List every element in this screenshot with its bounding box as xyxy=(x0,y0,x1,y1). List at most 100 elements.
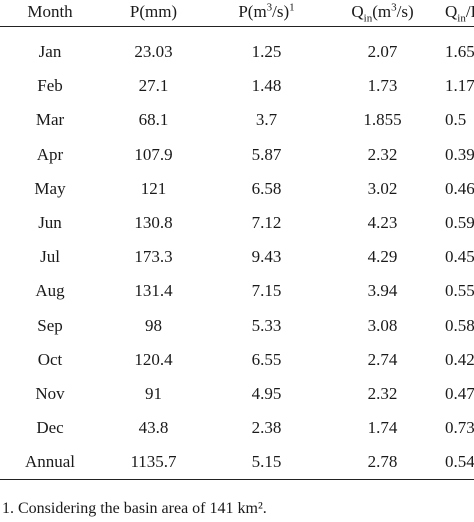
cell-p-m3s: 5.15 xyxy=(207,445,326,481)
header-p-mm-label: P(mm) xyxy=(129,2,178,21)
table-row: Mar 68.1 3.7 1.855 0.5 xyxy=(0,103,474,137)
table-row: Annual 1135.7 5.15 2.78 0.54 xyxy=(0,445,474,481)
cell-month: May xyxy=(34,178,66,198)
header-q-in-exponent: 3 xyxy=(391,1,397,14)
cell-month: Dec xyxy=(36,418,64,438)
table-body: Jan 23.03 1.25 2.07 1.65 Feb 27.1 1.48 1.73 1.17 M… xyxy=(0,35,474,481)
header-q-in-unit-end: /s) xyxy=(396,2,414,21)
cell-p-mm: 130.8 xyxy=(134,213,173,233)
header-ratio: Qin/P xyxy=(439,0,474,27)
cell-p-m3s: 6.55 xyxy=(251,349,282,369)
cell-q-in: 3.08 xyxy=(367,315,398,335)
cell-month: Aug xyxy=(35,281,65,301)
table-row: Nov 91 4.95 2.32 0.47 xyxy=(0,377,474,411)
table-header: Month P(mm) P(m3/s)1 Qin(m3/s) Qin/P xyxy=(0,0,474,35)
header-q-in-subscript: in xyxy=(363,12,373,25)
cell-month: Jun xyxy=(38,213,62,233)
header-month: Month xyxy=(0,0,100,27)
header-p-m3s-unit: /s) xyxy=(272,2,290,21)
header-ratio-label: Qin/P xyxy=(445,0,474,25)
table-row: May 121 6.58 3.02 0.46 xyxy=(0,172,474,206)
table-row: Jul 173.3 9.43 4.29 0.4550 xyxy=(0,240,474,274)
cell-month: Mar xyxy=(35,110,65,130)
cell-p-m3s: 7.15 xyxy=(251,281,282,301)
cell-p-m3s: 5.33 xyxy=(251,315,282,335)
cell-ratio: 0.54 xyxy=(439,445,474,481)
cell-q-in: 3.94 xyxy=(367,281,398,301)
cell-p-m3s: 3.7 xyxy=(255,110,278,130)
cell-p-mm: 23.03 xyxy=(134,42,173,62)
cell-month: Apr xyxy=(36,144,64,164)
cell-p-mm: 98 xyxy=(145,315,162,335)
cell-month: Feb xyxy=(37,76,63,96)
cell-ratio: 0.4550 xyxy=(445,247,474,267)
cell-p-mm: 27.1 xyxy=(138,76,169,96)
cell-p-mm: 107.9 xyxy=(134,144,173,164)
cell-ratio: 0.59 xyxy=(445,213,474,233)
table-footnote: 1. Considering the basin area of 141 km²… xyxy=(2,500,267,517)
cell-ratio: 0.47 xyxy=(445,383,474,403)
cell-p-m3s: 5.87 xyxy=(251,144,282,164)
cell-p-mm: 91 xyxy=(145,383,162,403)
cell-p-mm: 131.4 xyxy=(134,281,173,301)
cell-p-m3s: 7.12 xyxy=(251,213,282,233)
header-month-label: Month xyxy=(27,2,73,21)
cell-p-mm: 173.3 xyxy=(134,247,173,267)
header-p-mm: P(mm) xyxy=(100,0,207,27)
cell-p-m3s: 4.95 xyxy=(251,383,282,403)
cell-p-m3s: 1.25 xyxy=(251,42,282,62)
table-row: Jun 130.8 7.12 4.23 0.59 xyxy=(0,206,474,240)
cell-month: Jul xyxy=(40,247,60,267)
cell-p-mm: 43.8 xyxy=(138,418,169,438)
header-q-in-unit-start: (m xyxy=(372,2,392,21)
monthly-precipitation-table: Month P(mm) P(m3/s)1 Qin(m3/s) Qin/P Jan xyxy=(0,0,474,481)
cell-ratio: 0.58 xyxy=(445,315,474,335)
cell-q-in: 2.78 xyxy=(326,445,439,481)
table-row: Apr 107.9 5.87 2.32 0.39 xyxy=(0,138,474,172)
table-row: Jan 23.03 1.25 2.07 1.65 xyxy=(0,35,474,69)
cell-q-in: 2.74 xyxy=(367,349,398,369)
table-row: Aug 131.4 7.15 3.94 0.55 xyxy=(0,274,474,308)
header-ratio-subscript: in xyxy=(457,12,466,25)
cell-p-m3s: 1.48 xyxy=(251,76,282,96)
cell-ratio: 0.55 xyxy=(445,281,474,301)
cell-ratio: 0.42 xyxy=(445,349,474,369)
cell-q-in: 2.32 xyxy=(367,144,398,164)
cell-q-in: 1.855 xyxy=(363,110,402,130)
cell-p-mm: 68.1 xyxy=(138,110,169,130)
cell-ratio: 1.65 xyxy=(445,42,474,62)
header-q-in: Qin(m3/s) xyxy=(326,0,439,27)
cell-q-in: 1.73 xyxy=(367,76,398,96)
cell-p-m3s: 6.58 xyxy=(251,178,282,198)
header-spacer-cell xyxy=(0,27,474,36)
cell-ratio: 0.5 xyxy=(445,110,467,130)
cell-q-in: 2.07 xyxy=(367,42,398,62)
cell-month: Oct xyxy=(37,349,63,369)
table-row: Oct 120.4 6.55 2.74 0.42 xyxy=(0,343,474,377)
header-ratio-base: Q xyxy=(445,2,458,21)
table-row: Dec 43.8 2.38 1.74 0.73 xyxy=(0,411,474,445)
table-row: Feb 27.1 1.48 1.73 1.17 xyxy=(0,69,474,103)
header-ratio-denominator: /P xyxy=(465,2,474,21)
header-p-m3s-footnote-ref: 1 xyxy=(289,1,295,14)
header-q-in-base: Q xyxy=(351,2,364,21)
cell-q-in: 4.29 xyxy=(367,247,398,267)
header-spacer xyxy=(0,27,474,36)
cell-p-mm: 121 xyxy=(140,178,167,198)
cell-q-in: 1.74 xyxy=(367,418,398,438)
header-p-m3s-exponent: 3 xyxy=(266,1,273,14)
header-p-m3s-label: P(m3/s)1 xyxy=(238,0,294,22)
cell-month: Sep xyxy=(37,315,63,335)
cell-ratio: 0.46 xyxy=(445,178,474,198)
cell-month: Jan xyxy=(38,42,62,62)
cell-q-in: 3.02 xyxy=(367,178,398,198)
cell-q-in: 4.23 xyxy=(367,213,398,233)
cell-p-m3s: 9.43 xyxy=(251,247,282,267)
cell-q-in: 2.32 xyxy=(367,383,398,403)
cell-month: Annual xyxy=(0,445,100,481)
cell-ratio: 0.73 xyxy=(445,418,474,438)
data-table-container: Month P(mm) P(m3/s)1 Qin(m3/s) Qin/P Jan xyxy=(0,0,474,481)
header-p-m3s: P(m3/s)1 xyxy=(207,0,326,27)
header-q-in-label: Qin(m3/s) xyxy=(351,0,414,25)
header-p-m3s-base: P(m xyxy=(238,2,267,21)
